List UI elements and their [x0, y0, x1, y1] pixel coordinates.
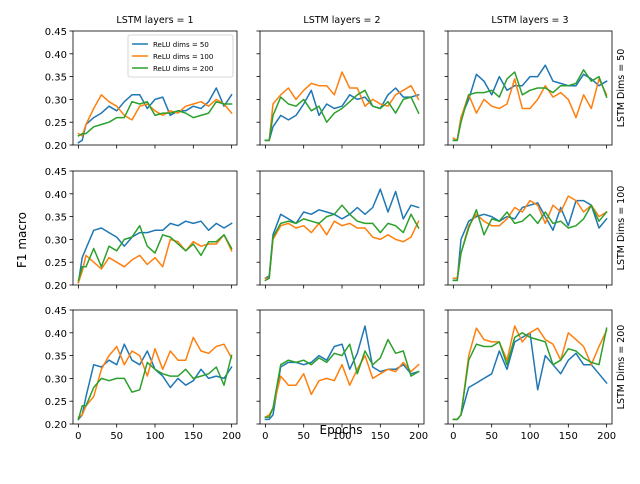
legend: ReLU dims = 50 ReLU dims = 100 ReLU dims =… — [127, 34, 234, 78]
series-line-1 — [264, 188, 420, 280]
subplot-r1-c0: 0.20 0.25 0.30 0.35 0.40 0.45 — [45, 167, 238, 292]
y-tick-label: 0.35 — [45, 73, 67, 84]
series-line-2 — [452, 325, 608, 421]
series-line-3 — [77, 224, 233, 282]
y-tick-label: 0.25 — [45, 397, 67, 408]
x-tick-label: 50 — [297, 431, 310, 442]
y-tick-label: 0.30 — [45, 95, 67, 106]
subplot-r0-c0: 0.20 0.25 0.30 0.35 0.40 0.45 — [45, 27, 238, 152]
y-tick-label: 0.25 — [45, 258, 67, 269]
y-tick-label: 0.35 — [45, 352, 67, 363]
x-tick-label: 200 — [409, 431, 428, 442]
y-tick-label: 0.30 — [45, 235, 67, 246]
series-line-2 — [77, 234, 233, 284]
x-tick-label: 100 — [332, 431, 351, 442]
x-tick-label: 50 — [110, 431, 123, 442]
legend-box — [127, 34, 234, 78]
subplot-r1-c1 — [256, 170, 425, 289]
series-line-3 — [77, 354, 233, 421]
x-tick-label: 0 — [75, 431, 81, 442]
row-title: LSTM Dims = 200 — [616, 325, 627, 410]
series-line-3 — [77, 100, 233, 137]
y-tick-label: 0.40 — [45, 190, 67, 201]
series-line-3 — [452, 327, 608, 421]
x-tick-label: 50 — [485, 431, 498, 442]
series-line-1 — [77, 220, 233, 284]
x-tick-label: 150 — [371, 431, 390, 442]
series-line-1 — [452, 64, 608, 142]
y-tick-label: 0.45 — [45, 27, 67, 38]
legend-label-3: ReLU dims = 200 — [153, 65, 213, 73]
axes-frame — [447, 170, 613, 286]
row-title: LSTM Dims = 100 — [616, 186, 627, 271]
legend-label-1: ReLU dims = 50 — [153, 41, 209, 49]
x-tick-label: 200 — [597, 431, 616, 442]
subplot-r2-c1: 0 50 100 150 200 — [256, 309, 428, 442]
column-title: LSTM layers = 2 — [303, 15, 380, 26]
axes-frame — [259, 170, 425, 286]
y-tick-label: 0.40 — [45, 329, 67, 340]
subplot-r2-c2: 0 50 100 150 200 — [444, 309, 616, 442]
y-tick-label: 0.20 — [45, 141, 67, 152]
y-tick-label: 0.30 — [45, 374, 67, 385]
x-tick-label: 100 — [520, 431, 539, 442]
x-tick-label: 150 — [184, 431, 203, 442]
series-line-3 — [452, 69, 608, 142]
legend-label-2: ReLU dims = 100 — [153, 53, 213, 61]
y-tick-label: 0.35 — [45, 213, 67, 224]
series-line-1 — [264, 87, 420, 142]
subplot-r0-c2 — [444, 30, 613, 149]
y-tick-label: 0.40 — [45, 50, 67, 61]
x-tick-label: 200 — [222, 431, 241, 442]
series-line-1 — [264, 325, 420, 421]
series-line-2 — [264, 220, 420, 279]
subplot-r2-c0: 0.20 0.25 0.30 0.35 0.40 0.45 0 50 100 150 200 — [45, 306, 241, 442]
axes-frame — [447, 309, 613, 425]
row-title: LSTM Dims = 50 — [616, 49, 627, 128]
x-tick-label: 0 — [450, 431, 456, 442]
y-tick-label: 0.45 — [45, 306, 67, 317]
y-axis-label: F1 macro — [15, 212, 29, 268]
axes-frame — [259, 30, 425, 146]
series-line-2 — [452, 78, 608, 142]
x-tick-label: 150 — [559, 431, 578, 442]
subplot-r1-c2 — [444, 170, 613, 289]
column-title: LSTM layers = 1 — [116, 15, 193, 26]
x-tick-label: 0 — [262, 431, 268, 442]
y-tick-label: 0.45 — [45, 167, 67, 178]
x-tick-label: 100 — [145, 431, 164, 442]
axes-frame — [72, 309, 238, 425]
subplot-r0-c1 — [256, 30, 425, 149]
series-line-3 — [452, 204, 608, 282]
series-line-3 — [264, 338, 420, 418]
series-line-2 — [264, 354, 420, 419]
series-line-2 — [452, 195, 608, 279]
series-line-2 — [264, 71, 420, 142]
column-title: LSTM layers = 3 — [491, 15, 568, 26]
y-tick-label: 0.25 — [45, 118, 67, 129]
series-line-1 — [77, 343, 233, 421]
y-tick-label: 0.20 — [45, 281, 67, 292]
axes-frame — [72, 170, 238, 286]
series-line-3 — [264, 204, 420, 282]
series-line-1 — [77, 87, 233, 144]
series-line-3 — [264, 89, 420, 142]
y-tick-label: 0.20 — [45, 420, 67, 431]
x-axis-label: Epochs — [320, 423, 363, 437]
